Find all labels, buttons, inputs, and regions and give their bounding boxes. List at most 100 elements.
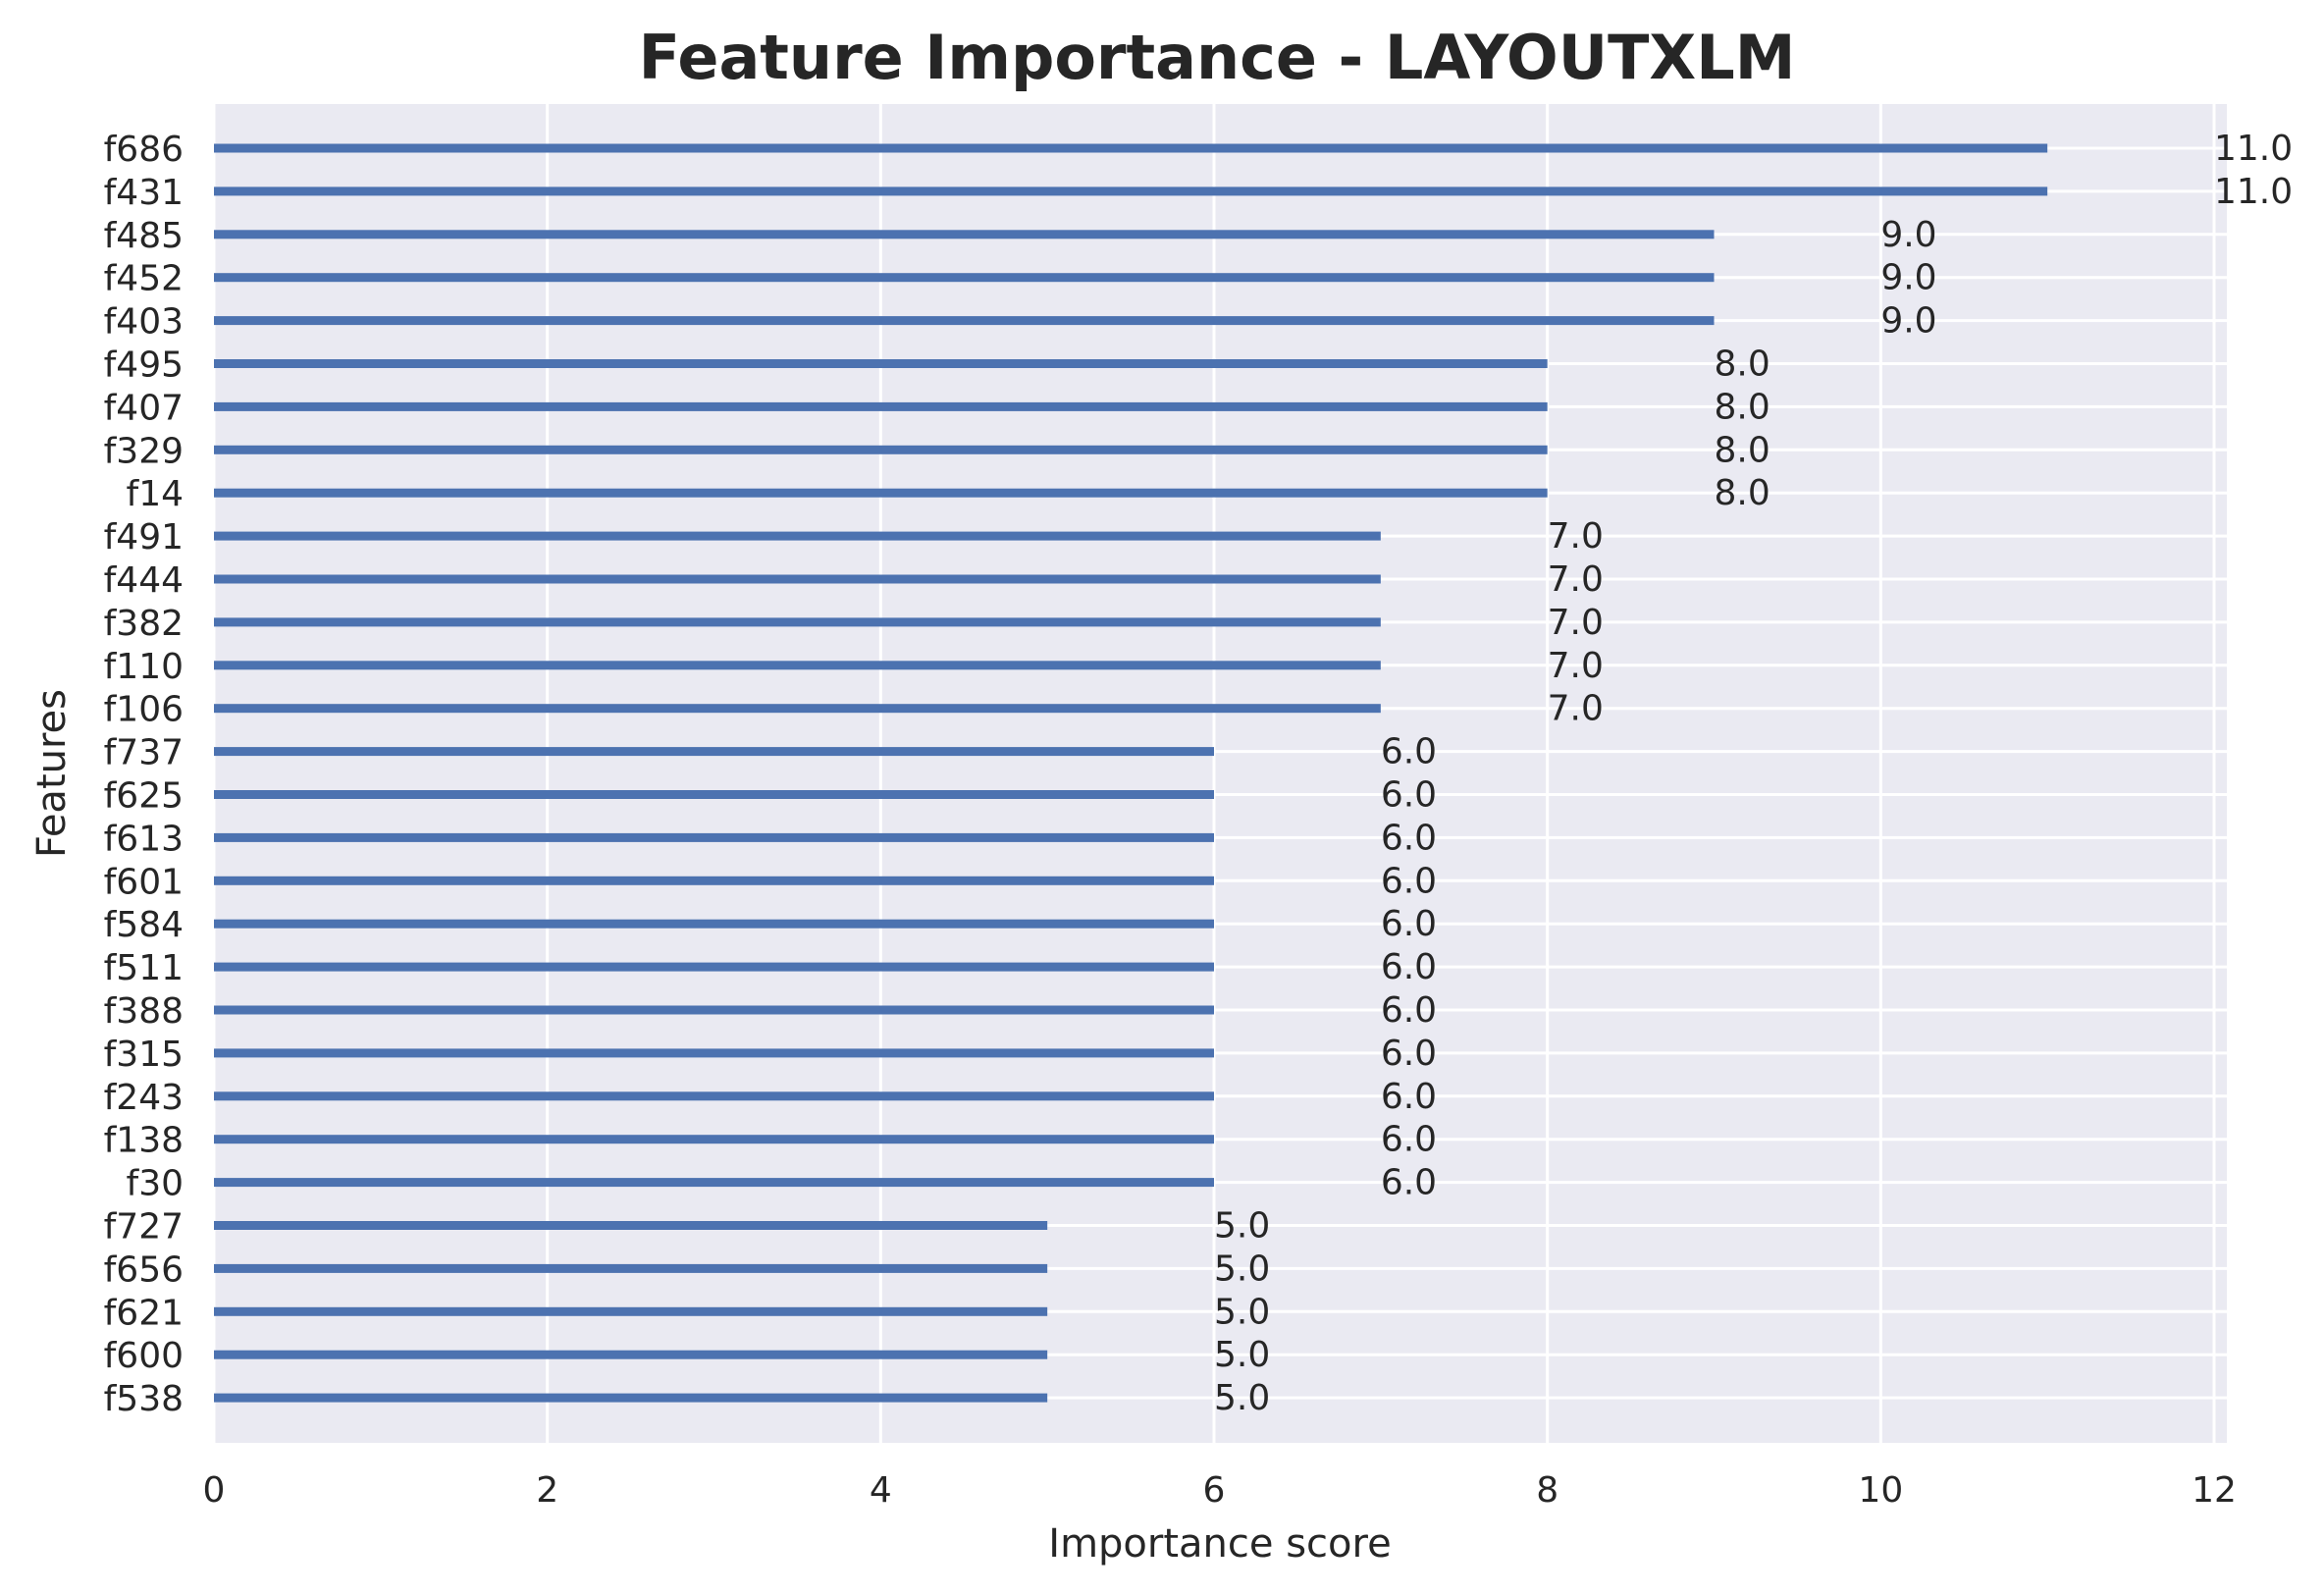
bar-f511: [214, 962, 1214, 972]
y-tick-f737: f737: [104, 733, 184, 773]
x-axis-label: Importance score: [1048, 1521, 1391, 1567]
data-label-f621: 5.0: [1214, 1292, 1270, 1332]
bar-f444: [214, 574, 1381, 584]
bar-f737: [214, 747, 1214, 757]
y-tick-f495: f495: [104, 345, 184, 386]
y-tick-f30: f30: [127, 1164, 184, 1204]
data-label-f382: 7.0: [1548, 603, 1604, 643]
data-label-f538: 5.0: [1214, 1378, 1270, 1418]
y-tick-f511: f511: [104, 948, 184, 988]
bar-f686: [214, 143, 2048, 153]
bar-f452: [214, 273, 1715, 283]
data-label-f584: 6.0: [1381, 904, 1437, 944]
x-tick-0: 0: [203, 1470, 226, 1511]
y-tick-f621: f621: [104, 1293, 184, 1333]
bar-f601: [214, 876, 1214, 885]
data-label-f106: 7.0: [1548, 689, 1604, 729]
y-tick-f407: f407: [104, 388, 184, 428]
data-label-f485: 9.0: [1880, 215, 1936, 255]
bars: [214, 143, 2048, 1403]
data-label-f495: 8.0: [1715, 345, 1770, 385]
chart-title: Feature Importance - LAYOUTXLM: [639, 22, 1796, 93]
bar-f138: [214, 1135, 1214, 1144]
y-tick-f686: f686: [104, 130, 184, 170]
y-tick-f444: f444: [104, 560, 184, 601]
y-tick-f431: f431: [104, 173, 184, 213]
y-tick-f727: f727: [104, 1207, 184, 1248]
data-label-f403: 9.0: [1880, 301, 1936, 342]
x-tick-12: 12: [2192, 1470, 2237, 1511]
x-tick-8: 8: [1536, 1470, 1558, 1511]
y-tick-f491: f491: [104, 517, 184, 558]
y-tick-f538: f538: [104, 1379, 184, 1419]
data-label-f138: 6.0: [1381, 1120, 1437, 1160]
data-label-f491: 7.0: [1548, 516, 1604, 557]
bar-f14: [214, 488, 1548, 498]
bar-f538: [214, 1393, 1048, 1403]
bar-f407: [214, 401, 1548, 411]
y-tick-f315: f315: [104, 1035, 184, 1075]
y-tick-f110: f110: [104, 647, 184, 687]
x-tick-2: 2: [536, 1470, 558, 1511]
data-label-f30: 6.0: [1381, 1163, 1437, 1203]
y-tick-f613: f613: [104, 819, 184, 859]
y-tick-f656: f656: [104, 1249, 184, 1290]
data-label-f407: 8.0: [1715, 387, 1770, 427]
bar-f315: [214, 1048, 1214, 1058]
bar-f403: [214, 316, 1715, 326]
data-label-f110: 7.0: [1548, 646, 1604, 686]
data-label-f14: 8.0: [1715, 473, 1770, 513]
data-label-f444: 7.0: [1548, 559, 1604, 600]
y-tick-f600: f600: [104, 1336, 184, 1376]
bar-f600: [214, 1350, 1048, 1359]
bar-f491: [214, 531, 1381, 541]
y-tick-f382: f382: [104, 604, 184, 644]
bar-f30: [214, 1178, 1214, 1188]
bar-f431: [214, 186, 2048, 196]
data-label-f329: 8.0: [1715, 430, 1770, 470]
data-label-f656: 5.0: [1214, 1249, 1270, 1289]
data-label-f431: 11.0: [2214, 172, 2293, 212]
x-tick-10: 10: [1858, 1470, 1903, 1511]
plot-area: [214, 104, 2227, 1443]
bar-f584: [214, 919, 1214, 929]
bar-f110: [214, 661, 1381, 670]
bar-f243: [214, 1091, 1214, 1101]
y-tick-labels: f686f431f485f452f403f495f407f329f14f491f…: [104, 130, 184, 1419]
data-label-f727: 5.0: [1214, 1206, 1270, 1247]
data-label-f511: 6.0: [1381, 947, 1437, 987]
y-tick-f584: f584: [104, 905, 184, 945]
bar-f382: [214, 617, 1381, 627]
bar-f656: [214, 1263, 1048, 1273]
bar-f388: [214, 1005, 1214, 1015]
y-tick-f601: f601: [104, 862, 184, 902]
y-tick-f243: f243: [104, 1078, 184, 1118]
bar-f495: [214, 359, 1548, 368]
bar-f727: [214, 1221, 1048, 1230]
data-labels: 11.011.09.09.09.08.08.08.08.07.07.07.07.…: [1214, 129, 2293, 1418]
bar-f106: [214, 704, 1381, 714]
data-label-f613: 6.0: [1381, 818, 1437, 858]
y-tick-f138: f138: [104, 1121, 184, 1161]
x-tick-labels: 0 2 4 6 8 10 12: [203, 1470, 2237, 1511]
bar-f485: [214, 230, 1715, 239]
y-tick-f106: f106: [104, 690, 184, 730]
data-label-f686: 11.0: [2214, 129, 2293, 169]
data-label-f625: 6.0: [1381, 775, 1437, 816]
data-label-f452: 9.0: [1880, 258, 1936, 298]
x-tick-4: 4: [870, 1470, 892, 1511]
bar-f625: [214, 790, 1214, 799]
y-tick-f452: f452: [104, 259, 184, 299]
data-label-f243: 6.0: [1381, 1077, 1437, 1117]
data-label-f737: 6.0: [1381, 732, 1437, 772]
y-tick-f485: f485: [104, 216, 184, 256]
data-label-f315: 6.0: [1381, 1034, 1437, 1074]
y-tick-f388: f388: [104, 991, 184, 1032]
x-tick-6: 6: [1203, 1470, 1226, 1511]
y-tick-f329: f329: [104, 431, 184, 471]
y-tick-f625: f625: [104, 776, 184, 817]
data-label-f388: 6.0: [1381, 990, 1437, 1031]
y-axis-label: Features: [29, 689, 75, 858]
y-tick-f403: f403: [104, 302, 184, 343]
